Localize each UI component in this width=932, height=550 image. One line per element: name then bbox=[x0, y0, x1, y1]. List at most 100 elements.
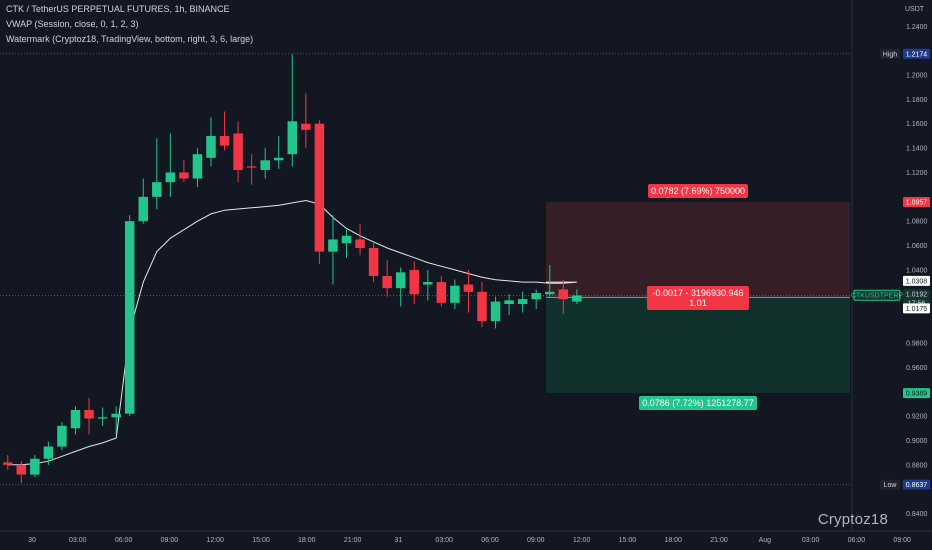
candle-body bbox=[341, 235, 352, 244]
entry-price-tag-text: 1.0175 bbox=[906, 306, 928, 313]
candle[interactable] bbox=[192, 148, 203, 188]
target-zone[interactable] bbox=[546, 202, 850, 298]
price-tick-label: 1.0400 bbox=[906, 267, 928, 274]
time-tick-label: Aug bbox=[759, 537, 772, 544]
candle[interactable] bbox=[179, 160, 189, 183]
candle[interactable] bbox=[165, 133, 176, 197]
candle[interactable] bbox=[274, 135, 284, 169]
time-tick-label: 09:00 bbox=[527, 537, 545, 544]
position-tags: 0.0782 (7.69%) 750000 -0.0017 - 3196930.9… bbox=[639, 184, 757, 410]
candle[interactable] bbox=[287, 54, 298, 167]
candle[interactable] bbox=[409, 261, 420, 305]
vwap-line bbox=[7, 199, 577, 466]
low-label-tag[interactable]: Low bbox=[880, 479, 900, 490]
candle[interactable] bbox=[16, 461, 27, 484]
target-info-box-bg bbox=[648, 184, 748, 198]
reference-price-tag[interactable]: 1.0308 bbox=[903, 275, 930, 286]
candle-body bbox=[3, 462, 13, 465]
chart-title[interactable]: CTK / TetherUS PERPETUAL FUTURES, 1h, BI… bbox=[6, 4, 230, 14]
candle[interactable] bbox=[260, 148, 270, 179]
high-label-tag[interactable]: High bbox=[880, 48, 900, 59]
price-axis[interactable]: USDT 1.2400 1.2000 1.1800 1.1600 1.1400 1.1200… bbox=[905, 6, 928, 518]
candle[interactable] bbox=[572, 289, 582, 305]
candle[interactable] bbox=[138, 178, 149, 224]
high-value-tag[interactable]: 1.2174 bbox=[903, 48, 930, 59]
stop-zone[interactable] bbox=[546, 297, 850, 394]
low-value-tag[interactable]: 0.8637 bbox=[903, 479, 930, 490]
stop-info-box[interactable]: 0.0786 (7.72%) 1251278.77 bbox=[639, 396, 757, 410]
high-label-tag-bg bbox=[880, 48, 900, 59]
candle[interactable] bbox=[314, 120, 325, 264]
time-tick-label: 15:00 bbox=[619, 537, 637, 544]
candle[interactable] bbox=[558, 279, 569, 314]
stop-price-tag[interactable]: 0.9389 bbox=[903, 388, 930, 399]
last-price-tag[interactable]: 1.0192 bbox=[903, 289, 930, 300]
candle-body bbox=[70, 410, 81, 429]
symbol-tag-text: CTKUSDTPERP bbox=[851, 293, 903, 300]
position-zones bbox=[546, 202, 850, 394]
pnl-info-box-text: -0.0017 - 3196930.946 bbox=[652, 288, 743, 298]
candle-body bbox=[179, 172, 189, 179]
candle-body bbox=[165, 172, 176, 183]
candle[interactable] bbox=[368, 243, 379, 283]
candle[interactable] bbox=[423, 269, 433, 301]
price-tick-label: 0.8400 bbox=[906, 511, 928, 518]
candle[interactable] bbox=[3, 455, 13, 470]
candle[interactable] bbox=[355, 223, 365, 256]
time-axis[interactable]: 30 03:00 06:00 09:00 12:00 15:00 18:00 21:00 31 0… bbox=[28, 537, 911, 544]
time-tick-label: 30 bbox=[28, 537, 36, 544]
candle[interactable] bbox=[206, 117, 216, 167]
candle[interactable] bbox=[341, 229, 352, 258]
watermark-text: Cryptoz18 bbox=[817, 511, 888, 528]
low-label-tag-bg bbox=[880, 479, 900, 490]
time-tick-label: 18:00 bbox=[664, 537, 682, 544]
candle[interactable] bbox=[328, 215, 338, 285]
low-label-tag-text: Low bbox=[884, 482, 898, 489]
candle[interactable] bbox=[517, 291, 528, 313]
entry-price-tag[interactable]: 1.0175 bbox=[903, 303, 930, 314]
candle-body bbox=[124, 221, 135, 414]
candle[interactable] bbox=[111, 406, 121, 435]
stop-info-box-bg bbox=[639, 396, 757, 410]
candle[interactable] bbox=[43, 441, 54, 465]
candle[interactable] bbox=[545, 265, 555, 297]
candle-body bbox=[545, 291, 555, 295]
candle[interactable] bbox=[490, 296, 501, 329]
candle[interactable] bbox=[436, 276, 447, 307]
candle[interactable] bbox=[246, 154, 257, 185]
candle[interactable] bbox=[301, 93, 311, 149]
candle[interactable] bbox=[152, 138, 162, 209]
candle[interactable] bbox=[219, 111, 230, 151]
candle[interactable] bbox=[395, 267, 406, 307]
stop-info-box-text: 0.0786 (7.72%) 1251278.77 bbox=[642, 398, 754, 408]
price-tick-label: 1.1200 bbox=[906, 170, 928, 177]
candle[interactable] bbox=[531, 289, 541, 309]
candle[interactable] bbox=[233, 121, 243, 183]
target-price-tag[interactable]: 1.0957 bbox=[903, 197, 930, 208]
candle-body bbox=[328, 239, 338, 252]
candle[interactable] bbox=[30, 455, 40, 477]
target-info-box[interactable]: 0.0782 (7.69%) 750000 bbox=[648, 184, 748, 198]
price-tick-label: 1.1400 bbox=[906, 146, 928, 153]
candle-body bbox=[274, 157, 284, 161]
watermark-study-label[interactable]: Watermark (Cryptoz18, TradingView, botto… bbox=[6, 34, 254, 44]
time-tick-label: 15:00 bbox=[252, 537, 270, 544]
candle-body bbox=[219, 135, 230, 146]
candle[interactable] bbox=[84, 397, 94, 435]
candle[interactable] bbox=[70, 406, 81, 435]
candle[interactable] bbox=[97, 407, 108, 426]
stop-price-tag-bg bbox=[903, 388, 930, 399]
candle[interactable] bbox=[504, 294, 514, 315]
candle[interactable] bbox=[477, 282, 487, 328]
candle[interactable] bbox=[382, 260, 392, 297]
candle[interactable] bbox=[463, 269, 474, 313]
candle-body bbox=[450, 285, 460, 303]
vwap-study-label[interactable]: VWAP (Session, close, 0, 1, 2, 3) bbox=[6, 19, 139, 29]
candle[interactable] bbox=[450, 279, 460, 309]
symbol-tag[interactable]: CTKUSDTPERP bbox=[851, 289, 903, 301]
price-tick-label: 1.1600 bbox=[906, 121, 928, 128]
candle[interactable] bbox=[124, 215, 135, 417]
candle[interactable] bbox=[57, 422, 67, 451]
